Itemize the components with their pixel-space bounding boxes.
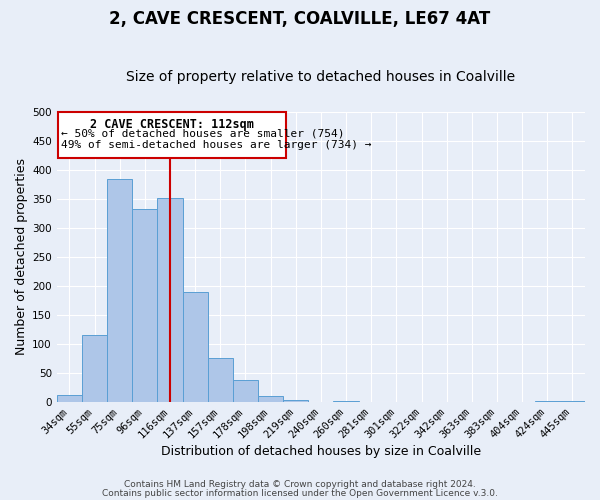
Bar bbox=[535, 400, 560, 402]
Text: Contains HM Land Registry data © Crown copyright and database right 2024.: Contains HM Land Registry data © Crown c… bbox=[124, 480, 476, 489]
Text: Contains public sector information licensed under the Open Government Licence v.: Contains public sector information licen… bbox=[102, 488, 498, 498]
Bar bbox=[208, 358, 233, 402]
Bar bbox=[560, 400, 585, 402]
Text: 2 CAVE CRESCENT: 112sqm: 2 CAVE CRESCENT: 112sqm bbox=[90, 118, 254, 132]
Bar bbox=[283, 400, 308, 402]
Bar bbox=[334, 400, 359, 402]
Bar bbox=[258, 396, 283, 402]
Text: 49% of semi-detached houses are larger (734) →: 49% of semi-detached houses are larger (… bbox=[61, 140, 371, 150]
Title: Size of property relative to detached houses in Coalville: Size of property relative to detached ho… bbox=[127, 70, 515, 85]
Text: ← 50% of detached houses are smaller (754): ← 50% of detached houses are smaller (75… bbox=[61, 128, 344, 138]
Bar bbox=[82, 335, 107, 402]
Bar bbox=[182, 292, 208, 402]
Text: 2, CAVE CRESCENT, COALVILLE, LE67 4AT: 2, CAVE CRESCENT, COALVILLE, LE67 4AT bbox=[109, 10, 491, 28]
Bar bbox=[157, 198, 182, 402]
Bar bbox=[57, 395, 82, 402]
Bar bbox=[107, 178, 132, 402]
Bar bbox=[132, 209, 157, 402]
Y-axis label: Number of detached properties: Number of detached properties bbox=[15, 158, 28, 356]
FancyBboxPatch shape bbox=[58, 112, 286, 158]
X-axis label: Distribution of detached houses by size in Coalville: Distribution of detached houses by size … bbox=[161, 444, 481, 458]
Bar bbox=[233, 380, 258, 402]
